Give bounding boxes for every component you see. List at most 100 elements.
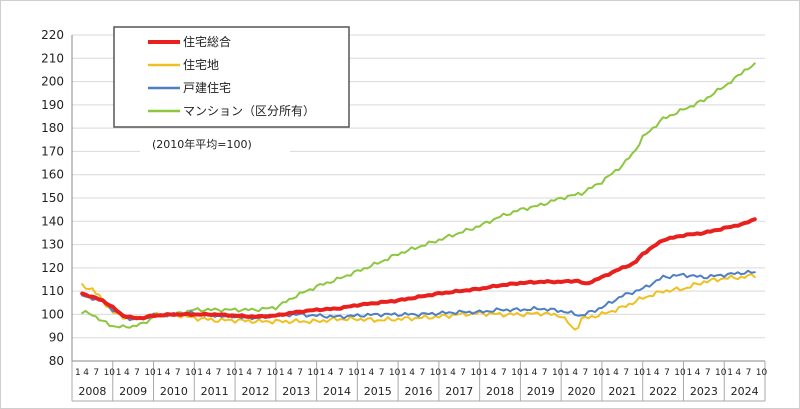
month-label: 1 [157, 368, 163, 378]
month-label: 7 [501, 368, 507, 378]
month-label: 10 [593, 368, 605, 378]
month-label: 7 [623, 368, 629, 378]
month-label: 10 [470, 368, 482, 378]
y-tick-label: 180 [41, 121, 64, 135]
month-label: 4 [205, 368, 211, 378]
month-label: 7 [664, 368, 670, 378]
series-line-0 [80, 217, 757, 321]
month-label: 7 [420, 368, 426, 378]
y-tick-label: 110 [41, 284, 64, 298]
month-label: 4 [695, 368, 701, 378]
month-label: 4 [735, 368, 741, 378]
month-label: 7 [93, 368, 99, 378]
year-label: 2009 [119, 385, 147, 398]
legend: 住宅総合 住宅地 戸建住宅 マンション（区分所有） [113, 26, 350, 128]
year-label: 2019 [527, 385, 555, 398]
y-tick-label: 120 [41, 261, 64, 275]
year-label: 2008 [78, 385, 106, 398]
year-label: 2024 [731, 385, 759, 398]
year-label: 2015 [364, 385, 392, 398]
month-label: 7 [542, 368, 548, 378]
y-tick-label: 130 [41, 238, 64, 252]
month-label: 4 [409, 368, 415, 378]
month-label: 10 [348, 368, 360, 378]
month-label: 1 [75, 368, 81, 378]
month-label: 10 [715, 368, 727, 378]
legend-label-0: 住宅総合 [183, 34, 231, 49]
month-label: 4 [328, 368, 334, 378]
month-label: 4 [124, 368, 130, 378]
month-label: 4 [491, 368, 497, 378]
month-label: 4 [572, 368, 578, 378]
month-label: 4 [613, 368, 619, 378]
month-label: 10 [511, 368, 523, 378]
month-label: 1 [279, 368, 285, 378]
month-label: 7 [338, 368, 344, 378]
year-label: 2017 [445, 385, 473, 398]
month-label: 10 [634, 368, 646, 378]
month-label: 10 [104, 368, 116, 378]
month-label: 7 [216, 368, 222, 378]
series-line-3 [81, 62, 756, 329]
y-tick-label: 150 [41, 191, 64, 205]
month-label: 1 [116, 368, 122, 378]
year-label: 2012 [241, 385, 269, 398]
y-tick-label: 200 [41, 75, 64, 89]
month-label: 10 [226, 368, 238, 378]
legend-label-3: マンション（区分所有） [183, 104, 315, 118]
month-label: 1 [238, 368, 244, 378]
month-label: 7 [297, 368, 303, 378]
year-label: 2013 [282, 385, 310, 398]
year-label: 2018 [486, 385, 514, 398]
month-label: 4 [246, 368, 252, 378]
year-label: 2016 [405, 385, 433, 398]
y-tick-label: 100 [41, 307, 64, 321]
month-label: 10 [185, 368, 197, 378]
year-label: 2022 [649, 385, 677, 398]
month-label: 10 [389, 368, 401, 378]
month-label: 4 [654, 368, 660, 378]
month-label: 7 [460, 368, 466, 378]
y-tick-label: 80 [49, 354, 64, 368]
y-tick-label: 140 [41, 214, 64, 228]
month-label: 1 [686, 368, 692, 378]
y-tick-label: 190 [41, 98, 64, 112]
month-label: 10 [307, 368, 319, 378]
year-label: 2023 [690, 385, 718, 398]
month-label: 7 [746, 368, 752, 378]
year-label: 2020 [568, 385, 596, 398]
month-label: 4 [532, 368, 538, 378]
month-label: 10 [430, 368, 442, 378]
month-label: 1 [483, 368, 489, 378]
month-label: 10 [552, 368, 564, 378]
note-background [140, 136, 290, 152]
month-label: 1 [523, 368, 529, 378]
month-label: 4 [287, 368, 293, 378]
month-label: 4 [450, 368, 456, 378]
month-label: 1 [197, 368, 203, 378]
y-tick-label: 210 [41, 51, 64, 65]
month-label: 1 [564, 368, 570, 378]
month-label: 1 [605, 368, 611, 378]
month-label: 10 [674, 368, 686, 378]
month-label: 7 [256, 368, 262, 378]
base-year-note: (2010年平均=100) [152, 137, 252, 151]
month-label: 7 [583, 368, 589, 378]
month-label: 7 [134, 368, 140, 378]
month-label: 4 [165, 368, 171, 378]
legend-label-2: 戸建住宅 [183, 80, 231, 95]
month-label: 10 [144, 368, 156, 378]
month-label: 1 [646, 368, 652, 378]
month-label: 7 [175, 368, 181, 378]
series-line-1 [81, 273, 756, 331]
month-label: 10 [267, 368, 279, 378]
year-label: 2014 [323, 385, 351, 398]
y-tick-label: 90 [49, 331, 64, 345]
month-label: 7 [705, 368, 711, 378]
month-label: 1 [727, 368, 733, 378]
y-tick-label: 220 [41, 28, 64, 42]
year-label: 2011 [201, 385, 229, 398]
year-label: 2021 [608, 385, 636, 398]
